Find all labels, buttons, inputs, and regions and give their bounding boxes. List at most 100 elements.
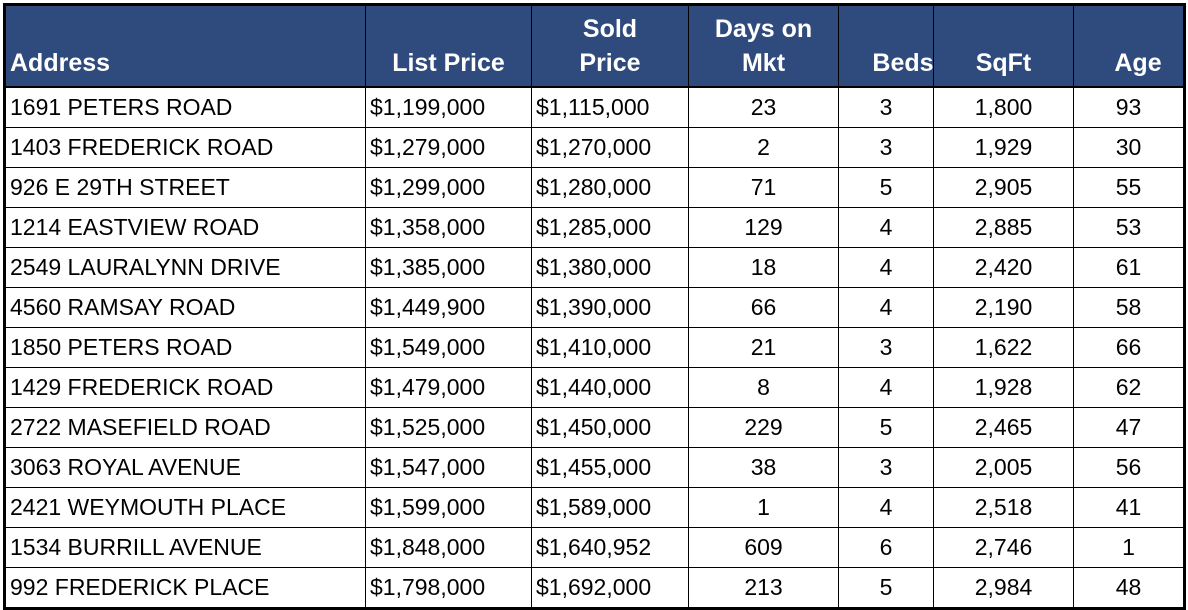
table-cell: 4 (838, 287, 934, 328)
column-header-text: Beds (872, 49, 934, 77)
table-cell: 66 (688, 287, 839, 328)
table-cell: 61 (1073, 247, 1185, 288)
table-cell: 2421 WEYMOUTH PLACE (4, 487, 366, 528)
table-cell: $1,798,000 (365, 567, 532, 609)
table-cell: 2,518 (933, 487, 1074, 528)
table-cell: 62 (1073, 367, 1185, 408)
table-cell: 1,929 (933, 127, 1074, 168)
table-cell: 2,905 (933, 167, 1074, 208)
table-cell: 41 (1073, 487, 1185, 528)
table-cell: 1214 EASTVIEW ROAD (4, 207, 366, 248)
table-cell: $1,385,000 (365, 247, 532, 288)
table-cell: 2,984 (933, 567, 1074, 609)
table-cell: 5 (838, 167, 934, 208)
table-cell: $1,199,000 (365, 86, 532, 128)
table-cell: 4560 RAMSAY ROAD (4, 287, 366, 328)
table-cell: 609 (688, 527, 839, 568)
table-cell: 129 (688, 207, 839, 248)
column-header-text: Sold Price (579, 15, 641, 77)
table-cell: 4 (838, 207, 934, 248)
column-header-text: Days on Mkt (714, 15, 813, 77)
table-cell: 1429 FREDERICK ROAD (4, 367, 366, 408)
table-cell: $1,299,000 (365, 167, 532, 208)
table-cell: 21 (688, 327, 839, 368)
header-row: Address List Price Sold Price Days on Mkt Be… (4, 4, 1185, 88)
table-cell: $1,358,000 (365, 207, 532, 248)
table-cell: 1691 PETERS ROAD (4, 86, 366, 128)
table-cell: $1,390,000 (531, 287, 689, 328)
table-cell: 23 (688, 86, 839, 128)
table-cell: 2,190 (933, 287, 1074, 328)
table-cell: 1 (688, 487, 839, 528)
table-cell: 992 FREDERICK PLACE (4, 567, 366, 609)
table-cell: 8 (688, 367, 839, 408)
table-cell: 18 (688, 247, 839, 288)
table-row: 1691 PETERS ROAD $1,199,000 $1,115,000 23 3 1… (4, 86, 1185, 128)
table-cell: 3 (838, 447, 934, 488)
table-cell: $1,440,000 (531, 367, 689, 408)
table-body: 1691 PETERS ROAD $1,199,000 $1,115,000 23 3 1… (4, 86, 1185, 609)
table-cell: $1,270,000 (531, 127, 689, 168)
table-cell: 3063 ROYAL AVENUE (4, 447, 366, 488)
table-cell: 55 (1073, 167, 1185, 208)
table-cell: 4 (838, 247, 934, 288)
table-cell: $1,279,000 (365, 127, 532, 168)
table-cell: 38 (688, 447, 839, 488)
table-row: 2722 MASEFIELD ROAD $1,525,000 $1,450,000 2… (4, 407, 1185, 448)
table-row: 1850 PETERS ROAD $1,549,000 $1,410,000 21 3 1… (4, 327, 1185, 368)
column-header-text: SqFt (975, 49, 1032, 77)
table-cell: 1,800 (933, 86, 1074, 128)
column-header: Address (4, 4, 366, 88)
table-cell: 3 (838, 127, 934, 168)
table-row: 926 E 29TH STREET $1,299,000 $1,280,000 71 5… (4, 167, 1185, 208)
table-row: 1214 EASTVIEW ROAD $1,358,000 $1,285,000 12… (4, 207, 1185, 248)
table-row: 992 FREDERICK PLACE $1,798,000 $1,692,000 2… (4, 567, 1185, 609)
table-cell: 6 (838, 527, 934, 568)
table-cell: 93 (1073, 86, 1185, 128)
listings-table: Address List Price Sold Price Days on Mkt Be… (3, 3, 1186, 610)
table-cell: 1403 FREDERICK ROAD (4, 127, 366, 168)
table-cell: 2,885 (933, 207, 1074, 248)
table-cell: 213 (688, 567, 839, 609)
table-cell: 4 (838, 487, 934, 528)
table-cell: 1,622 (933, 327, 1074, 368)
table-cell: $1,589,000 (531, 487, 689, 528)
table-cell: 48 (1073, 567, 1185, 609)
table-cell: 53 (1073, 207, 1185, 248)
table-cell: $1,455,000 (531, 447, 689, 488)
table-cell: 4 (838, 367, 934, 408)
table-cell: 2 (688, 127, 839, 168)
table-cell: 2,465 (933, 407, 1074, 448)
table-cell: 1 (1073, 527, 1185, 568)
table-cell: 2549 LAURALYNN DRIVE (4, 247, 366, 288)
table-cell: 2,005 (933, 447, 1074, 488)
table-row: 3063 ROYAL AVENUE $1,547,000 $1,455,000 38 3… (4, 447, 1185, 488)
table-cell: $1,549,000 (365, 327, 532, 368)
table-cell: 2722 MASEFIELD ROAD (4, 407, 366, 448)
table-cell: 3 (838, 86, 934, 128)
table-row: 2549 LAURALYNN DRIVE $1,385,000 $1,380,000… (4, 247, 1185, 288)
column-header: SqFt (933, 4, 1074, 88)
table-cell: 66 (1073, 327, 1185, 368)
table-cell: $1,380,000 (531, 247, 689, 288)
column-header: List Price (365, 4, 532, 88)
table-cell: 926 E 29TH STREET (4, 167, 366, 208)
table-cell: 5 (838, 407, 934, 448)
table-row: 1403 FREDERICK ROAD $1,279,000 $1,270,000 2… (4, 127, 1185, 168)
table-cell: $1,848,000 (365, 527, 532, 568)
table-cell: $1,525,000 (365, 407, 532, 448)
table-cell: $1,599,000 (365, 487, 532, 528)
column-header-text: List Price (392, 49, 505, 77)
table-cell: 2,420 (933, 247, 1074, 288)
table-row: 1429 FREDERICK ROAD $1,479,000 $1,440,000 8… (4, 367, 1185, 408)
table-cell: $1,692,000 (531, 567, 689, 609)
table-cell: 229 (688, 407, 839, 448)
table-cell: $1,285,000 (531, 207, 689, 248)
column-header: Sold Price (531, 4, 689, 88)
column-header: Beds (838, 4, 934, 88)
table-cell: 2,746 (933, 527, 1074, 568)
column-header: Age (1073, 4, 1185, 88)
table-cell: 47 (1073, 407, 1185, 448)
column-header-text: Age (1114, 49, 1162, 77)
table-cell: $1,449,900 (365, 287, 532, 328)
